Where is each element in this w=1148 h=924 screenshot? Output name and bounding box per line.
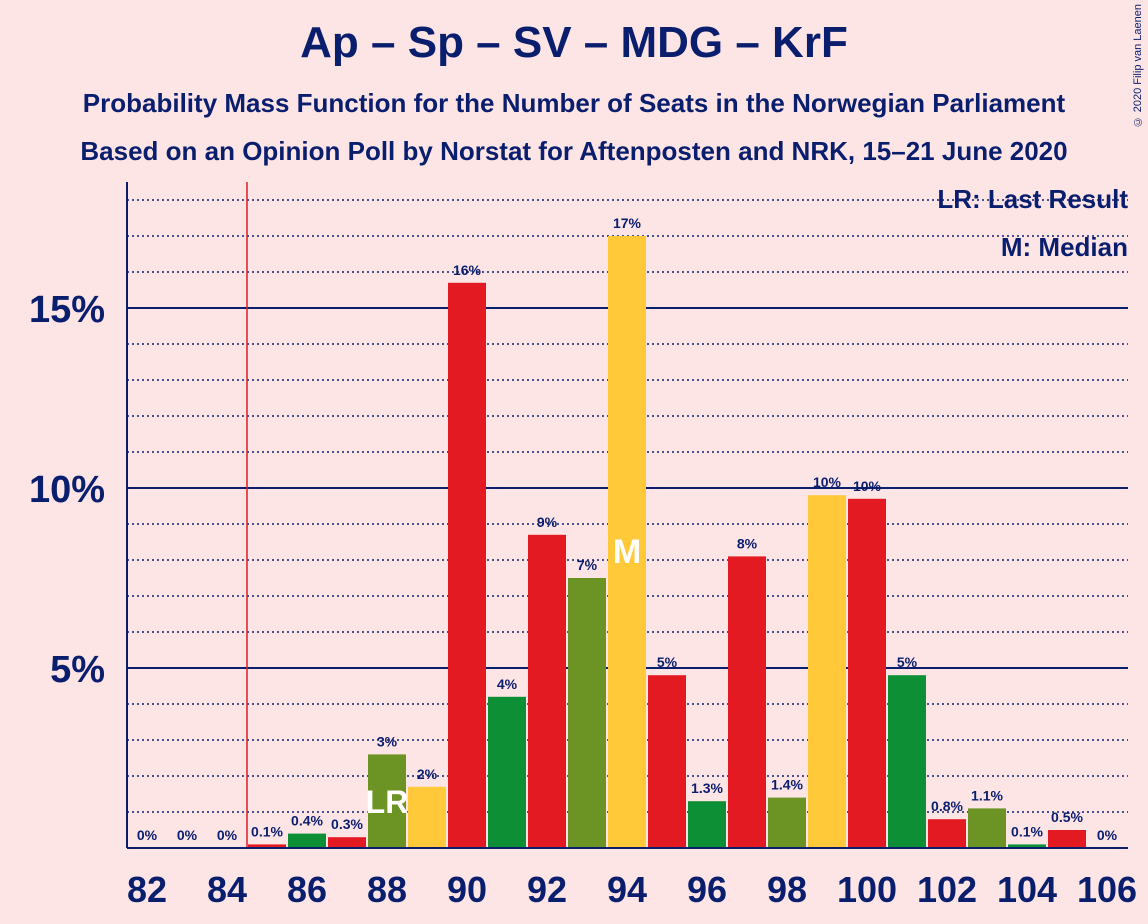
- data-label-seat-98: 1.4%: [771, 777, 803, 793]
- y-tick-label: 10%: [29, 469, 105, 511]
- bar-seat-93: [568, 578, 606, 848]
- bar-seat-94: [608, 236, 646, 848]
- chart-title: Ap – Sp – SV – MDG – KrF: [300, 18, 848, 67]
- bar-seat-104: [1008, 844, 1046, 848]
- bar-seat-90: [448, 282, 486, 848]
- x-tick-label: 106: [1077, 869, 1137, 910]
- data-label-seat-97: 8%: [737, 535, 758, 551]
- data-label-seat-85: 0.1%: [251, 823, 283, 839]
- x-tick-label: 96: [687, 869, 727, 910]
- x-tick-label: 94: [607, 869, 647, 910]
- bar-seat-95: [648, 675, 686, 848]
- x-tick-label: 84: [207, 869, 247, 910]
- bar-seat-98: [768, 797, 806, 848]
- data-label-seat-99: 10%: [813, 474, 842, 490]
- legend-median: M: Median: [1000, 232, 1128, 262]
- data-label-seat-106: 0%: [1097, 827, 1118, 843]
- bar-seat-86: [288, 833, 326, 848]
- x-tick-label: 92: [527, 869, 567, 910]
- data-label-seat-102: 0.8%: [931, 798, 963, 814]
- bar-seat-100: [848, 498, 886, 848]
- bar-seat-88: [368, 754, 406, 848]
- x-tick-label: 104: [997, 869, 1057, 910]
- y-tick-label: 15%: [29, 289, 105, 331]
- bar-seat-103: [968, 808, 1006, 848]
- data-label-seat-86: 0.4%: [291, 813, 323, 829]
- data-label-seat-100: 10%: [853, 478, 882, 494]
- bar-seat-87: [328, 837, 366, 848]
- bar-seat-92: [528, 534, 566, 848]
- bar-seat-85: [248, 844, 286, 848]
- bar-seat-105: [1048, 830, 1086, 848]
- data-label-seat-95: 5%: [657, 654, 678, 670]
- data-label-seat-105: 0.5%: [1051, 809, 1083, 825]
- bar-seat-99: [808, 495, 846, 848]
- x-tick-label: 90: [447, 869, 487, 910]
- data-label-seat-82: 0%: [137, 827, 158, 843]
- bar-seat-89: [408, 786, 446, 848]
- x-tick-label: 82: [127, 869, 167, 910]
- data-label-seat-88: 3%: [377, 733, 398, 749]
- data-label-seat-103: 1.1%: [971, 787, 1003, 803]
- data-label-seat-93: 7%: [577, 557, 598, 573]
- bar-seat-101: [888, 675, 926, 848]
- data-label-seat-92: 9%: [537, 514, 558, 530]
- x-tick-label: 102: [917, 869, 977, 910]
- x-tick-label: 98: [767, 869, 807, 910]
- data-label-seat-104: 0.1%: [1011, 823, 1043, 839]
- data-label-seat-101: 5%: [897, 654, 918, 670]
- bar-seat-96: [688, 801, 726, 848]
- bar-seat-91: [488, 696, 526, 848]
- data-label-seat-87: 0.3%: [331, 816, 363, 832]
- chart-subtitle-2: Based on an Opinion Poll by Norstat for …: [80, 136, 1068, 166]
- data-label-seat-94: 17%: [613, 215, 642, 231]
- median-marker: M: [613, 533, 641, 571]
- bar-seat-97: [728, 556, 766, 848]
- y-tick-label: 5%: [50, 649, 105, 691]
- legend-last-result: LR: Last Result: [937, 184, 1128, 214]
- chart-subtitle-1: Probability Mass Function for the Number…: [82, 88, 1066, 118]
- bar-seat-102: [928, 819, 966, 848]
- last-result-marker: LR: [366, 784, 409, 820]
- data-label-seat-91: 4%: [497, 676, 518, 692]
- x-tick-label: 100: [837, 869, 897, 910]
- data-label-seat-84: 0%: [217, 827, 238, 843]
- data-label-seat-90: 16%: [453, 262, 482, 278]
- data-label-seat-96: 1.3%: [691, 780, 723, 796]
- data-label-seat-83: 0%: [177, 827, 198, 843]
- x-tick-label: 88: [367, 869, 407, 910]
- data-label-seat-89: 2%: [417, 766, 438, 782]
- x-tick-label: 86: [287, 869, 327, 910]
